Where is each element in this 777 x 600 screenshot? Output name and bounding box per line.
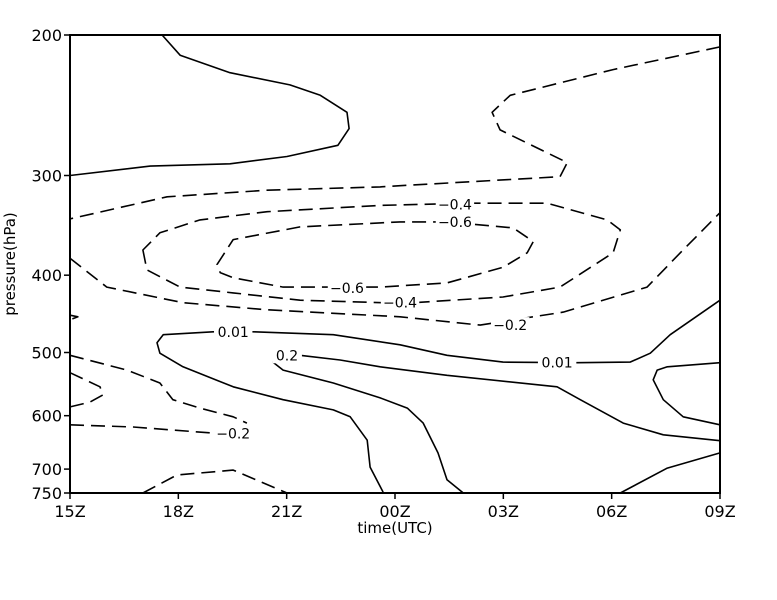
contour-label: −0.2	[216, 427, 250, 443]
contour-label-mask	[490, 317, 530, 334]
y-axis-ticks: 200 300 400 500 600 700 750	[31, 26, 70, 503]
contour-label: −0.6	[330, 281, 364, 297]
contour-labels: −0.4 −0.6 −0.6 −0.4 −0.2 0.01 0.2 0.01 −0.2	[214, 196, 577, 443]
contour-line	[216, 221, 535, 288]
x-tick-label: 21Z	[271, 502, 302, 521]
contour-label: −0.6	[438, 215, 472, 231]
contour-line	[142, 202, 622, 304]
contour-label-mask	[537, 354, 577, 371]
y-tick-label: 600	[31, 407, 62, 426]
x-axis-label: time(UTC)	[357, 519, 432, 537]
contour-label-mask	[327, 279, 367, 296]
contour-label-mask	[214, 425, 253, 442]
contour-line	[69, 314, 79, 321]
contour-line	[619, 452, 721, 494]
contour-label-mask	[435, 213, 475, 230]
contour-line	[69, 46, 721, 220]
y-tick-label: 300	[31, 166, 62, 185]
y-tick-label: 200	[31, 26, 62, 45]
x-tick-label: 06Z	[596, 502, 627, 521]
y-tick-label: 750	[31, 484, 62, 503]
contour-line	[652, 361, 721, 426]
x-axis-ticks: 15Z 18Z 21Z 00Z 03Z 06Z 09Z	[54, 493, 736, 521]
x-tick-label: 00Z	[379, 502, 410, 521]
x-tick-label: 03Z	[488, 502, 519, 521]
contour-line	[156, 299, 721, 493]
x-tick-label: 09Z	[704, 502, 735, 521]
contour-label: 0.01	[542, 356, 573, 372]
contour-line	[69, 424, 214, 434]
y-tick-label: 400	[31, 266, 62, 285]
contour-label: −0.4	[383, 296, 417, 312]
contour-label: 0.01	[218, 325, 249, 341]
contour-label: −0.4	[438, 197, 472, 213]
contour-line	[272, 354, 721, 494]
x-tick-label: 15Z	[54, 502, 85, 521]
y-tick-label: 700	[31, 460, 62, 479]
contour-label-mask	[214, 323, 253, 340]
plot-frame	[69, 34, 721, 494]
y-tick-label: 500	[31, 344, 62, 363]
contour-line	[69, 212, 721, 326]
contour-label-mask	[272, 347, 302, 364]
contour-label-mask	[435, 196, 475, 213]
contour-line	[69, 371, 104, 408]
x-tick-label: 18Z	[163, 502, 194, 521]
contour-line	[69, 34, 350, 177]
contour-label-mask	[380, 294, 420, 311]
contour-label: 0.2	[276, 348, 298, 364]
y-axis-label: pressure(hPa)	[1, 212, 19, 316]
contour-lines	[69, 34, 721, 494]
contour-label: −0.2	[493, 318, 527, 334]
contour-line	[69, 354, 248, 424]
contour-line	[142, 469, 288, 494]
